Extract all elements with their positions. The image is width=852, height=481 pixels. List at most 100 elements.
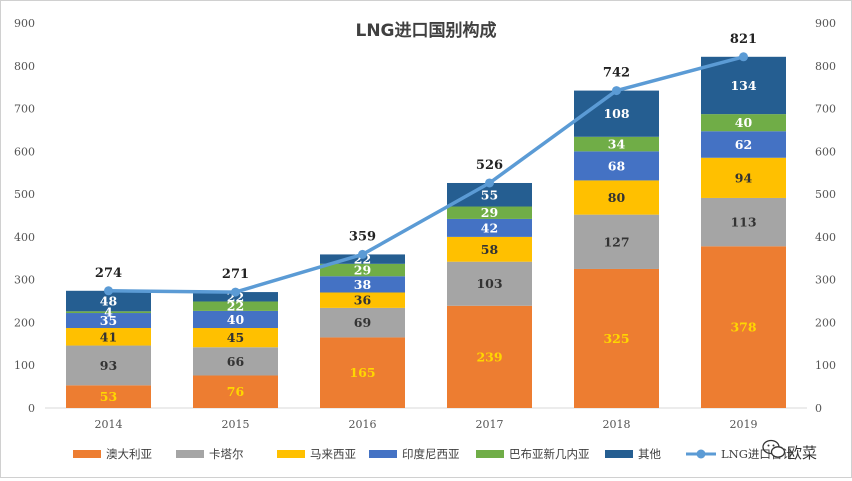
data-label-2018-5: 108: [603, 106, 629, 121]
watermark-text: 欧菜: [787, 444, 817, 462]
wechat-icon: [762, 439, 786, 458]
total-label-2018: 742: [603, 66, 630, 81]
y-tick-left-200: 200: [14, 316, 35, 329]
legend-swatch-0: [73, 450, 101, 458]
x-tick-2017: 2017: [476, 418, 504, 431]
bar-2016-2: [320, 292, 405, 308]
bar-2016-4: [320, 263, 405, 277]
bar-2016-1: [320, 307, 405, 338]
bar-2014-0: [66, 385, 151, 408]
bar-2015-4: [193, 301, 278, 311]
data-label-2018-2: 80: [608, 190, 626, 205]
total-point-2016: [358, 249, 367, 259]
bar-2017-1: [447, 261, 532, 306]
total-point-2015: [231, 287, 240, 297]
bar-2019-2: [701, 157, 786, 198]
data-label-2014-2: 41: [100, 329, 117, 344]
bar-2017-4: [447, 206, 532, 219]
y-tick-left-0: 0: [28, 402, 35, 415]
total-label-2015: 271: [222, 267, 249, 282]
bar-2018-4: [574, 136, 659, 152]
legend-swatch-marker: [696, 449, 706, 459]
bar-2018-5: [574, 90, 659, 137]
y-tick-right-600: 600: [815, 145, 836, 158]
bar-2014-1: [66, 345, 151, 386]
total-labels: 274 271 359 526 742 821: [95, 32, 757, 282]
bar-series: [66, 56, 786, 408]
legend-swatch-3: [369, 450, 397, 458]
data-label-2014-0: 53: [100, 389, 117, 404]
legend-swatch-5: [605, 450, 633, 458]
data-label-2015-2: 45: [227, 330, 244, 345]
total-line-series: [104, 52, 748, 297]
data-label-2019-0: 378: [730, 320, 756, 335]
data-label-2016-4: 29: [354, 263, 371, 278]
data-label-2014-4: 4: [104, 305, 113, 320]
bar-2017-5: [447, 182, 532, 207]
legend-label-5: 其他: [638, 447, 661, 461]
y-tick-left-400: 400: [14, 231, 35, 244]
bar-2018-2: [574, 180, 659, 215]
legend-label-4: 巴布亚新几内亚: [509, 447, 590, 461]
bar-2014-2: [66, 328, 151, 346]
data-label-2016-1: 69: [354, 315, 371, 330]
bar-2017-0: [447, 305, 532, 408]
legend-swatch-2: [277, 450, 305, 458]
data-label-2014-3: 35: [100, 313, 117, 328]
y-tick-right-700: 700: [815, 103, 836, 116]
y-tick-right-400: 400: [815, 231, 836, 244]
y-tick-left-600: 600: [14, 145, 35, 158]
legend: 澳大利亚 卡塔尔 马来西亚 印度尼西亚 巴布亚新几内亚 其他 LNG进口合计: [73, 447, 794, 461]
y-tick-right-500: 500: [815, 188, 836, 201]
data-label-2016-0: 165: [349, 365, 375, 380]
y-tick-left-300: 300: [14, 274, 35, 287]
bar-2015-5: [193, 292, 278, 302]
data-label-2019-2: 94: [735, 170, 753, 185]
bar-2018-0: [574, 268, 659, 408]
bar-2016-0: [320, 337, 405, 408]
bar-2016-5: [320, 254, 405, 264]
data-label-2019-4: 40: [735, 115, 753, 130]
y-tick-left-100: 100: [14, 359, 35, 372]
data-label-2015-3: 40: [227, 312, 245, 327]
data-label-2019-5: 134: [730, 78, 756, 93]
data-label-2018-3: 68: [608, 158, 626, 173]
total-label-2019: 821: [730, 32, 757, 47]
x-tick-2019: 2019: [730, 418, 758, 431]
y-tick-right-900: 900: [815, 17, 836, 30]
data-label-2015-1: 66: [227, 354, 245, 369]
y-tick-left-700: 700: [14, 103, 35, 116]
total-label-2017: 526: [476, 158, 503, 173]
total-point-2014: [104, 286, 113, 296]
data-label-2019-1: 113: [730, 215, 756, 230]
legend-label-2: 马来西亚: [310, 447, 356, 461]
bar-2019-1: [701, 197, 786, 247]
watermark: 欧菜: [762, 439, 817, 462]
x-tick-2015: 2015: [222, 418, 250, 431]
x-axis-ticks: 2014 2015 2016 2017 2018 2019: [95, 418, 758, 431]
total-label-2016: 359: [349, 229, 376, 244]
x-tick-2014: 2014: [95, 418, 123, 431]
y-tick-left-800: 800: [14, 60, 35, 73]
bar-2014-3: [66, 313, 151, 329]
bar-2016-3: [320, 276, 405, 293]
y-tick-left-900: 900: [14, 17, 35, 30]
left-y-axis: 0 100 200 300 400 500 600 700 800 900: [14, 17, 35, 415]
bar-2015-3: [193, 310, 278, 329]
bar-2015-1: [193, 347, 278, 376]
bar-2019-3: [701, 131, 786, 158]
total-point-2018: [612, 86, 621, 96]
total-point-2017: [485, 178, 494, 188]
bar-2015-0: [193, 375, 278, 408]
legend-label-3: 印度尼西亚: [402, 447, 460, 461]
data-label-2016-2: 36: [354, 293, 372, 308]
bar-2019-0: [701, 246, 786, 408]
total-label-2014: 274: [95, 266, 122, 281]
data-label-2019-3: 62: [735, 137, 752, 152]
legend-swatch-1: [176, 450, 204, 458]
bar-2018-3: [574, 151, 659, 181]
y-tick-right-100: 100: [815, 359, 836, 372]
data-label-2017-2: 58: [481, 242, 499, 257]
data-label-2015-4: 22: [227, 299, 244, 314]
